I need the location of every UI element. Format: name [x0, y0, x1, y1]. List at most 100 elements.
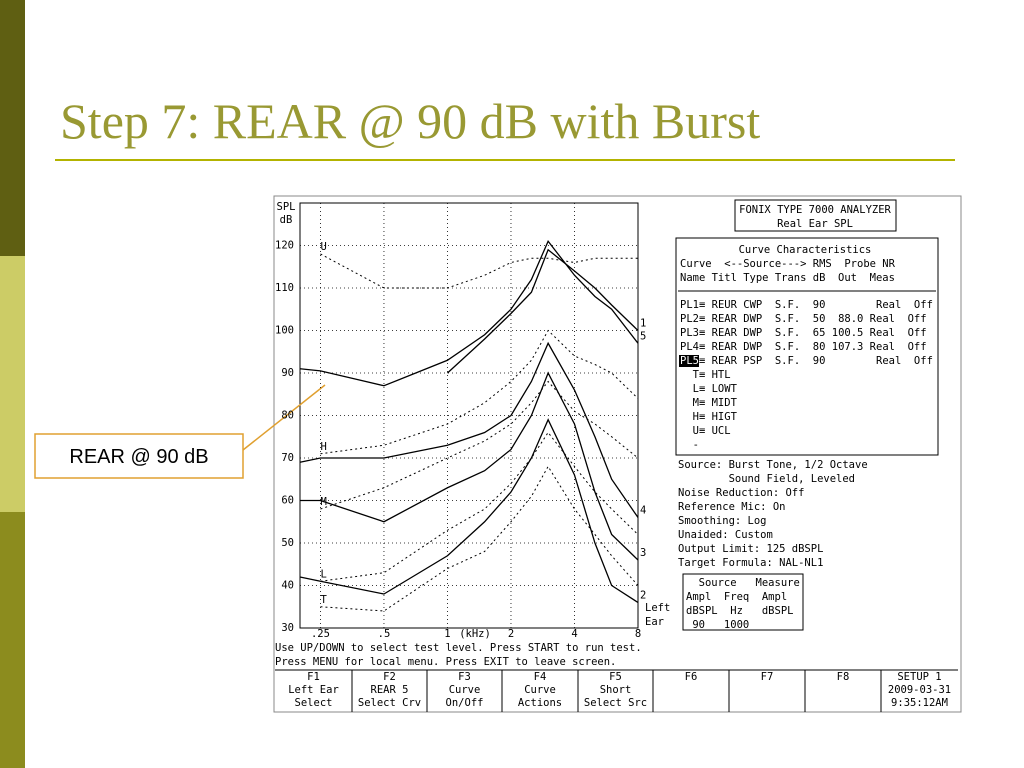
row-text: ≡ REUR CWP S.F. 90 Real Off — [699, 299, 933, 311]
info-line: Unaided: Custom — [678, 529, 773, 541]
fkey-label: Actions — [518, 697, 562, 709]
table-title: Curve Characteristics — [739, 244, 872, 256]
y-axis-label: SPL — [277, 201, 296, 213]
curve-label: 1 — [640, 318, 646, 330]
x-tick-label: 4 — [571, 628, 577, 640]
curve-label: M — [320, 496, 326, 508]
side-bar — [0, 512, 25, 768]
curve — [320, 431, 639, 582]
info-line: Target Formula: NAL-NL1 — [678, 557, 823, 569]
fkey-label: Curve — [524, 684, 556, 696]
curve — [300, 371, 639, 561]
source-line: dBSPL Hz dBSPL — [686, 605, 793, 617]
fkey-label: Select — [295, 697, 333, 709]
side-label: Ear — [645, 616, 664, 628]
y-tick-label: 70 — [281, 452, 294, 464]
fkey-label: F4 — [534, 671, 547, 683]
y-tick-label: 110 — [275, 282, 294, 294]
x-tick-label: 2 — [508, 628, 514, 640]
status-line: Use UP/DOWN to select test level. Press … — [275, 642, 642, 654]
selection — [679, 355, 699, 367]
callout-arrow — [242, 384, 326, 451]
row-name: PL2 — [680, 313, 699, 325]
curve-label: H — [320, 441, 326, 453]
x-axis-label: (kHz) — [459, 628, 491, 640]
fkey-label: Curve — [449, 684, 481, 696]
y-tick-label: 80 — [281, 410, 294, 422]
header-box — [734, 199, 897, 232]
curve-label: U — [320, 241, 326, 253]
legend-row: U≡ UCL — [680, 425, 731, 437]
source-box — [682, 573, 804, 631]
y-tick-label: 120 — [275, 240, 294, 252]
callout-text: REAR @ 90 dB — [69, 446, 208, 468]
y-tick-label: 50 — [281, 537, 294, 549]
curve — [299, 239, 639, 387]
fkey-label: F1 — [307, 671, 320, 683]
source-line: 90 1000 — [686, 619, 749, 631]
y-axis-label: dB — [280, 214, 293, 226]
y-tick-label: 60 — [281, 495, 294, 507]
fkey-label: Select Src — [584, 697, 647, 709]
fkey-label: 9:35:12AM — [891, 697, 948, 709]
x-tick-label: .5 — [378, 628, 391, 640]
slide-title: Step 7: REAR @ 90 dB with Burst — [60, 93, 760, 149]
row-name: PL4 — [680, 341, 699, 353]
table-head: Name Titl Type Trans dB Out Meas — [680, 272, 895, 284]
curve — [447, 248, 639, 374]
row-text: ≡ REAR PSP S.F. 90 Real Off — [699, 355, 933, 367]
source-line: Ampl Freq Ampl — [686, 591, 787, 603]
fkey-label: REAR 5 — [371, 684, 409, 696]
info-line: Source: Burst Tone, 1/2 Octave — [678, 459, 868, 471]
info-line: Noise Reduction: Off — [678, 487, 804, 499]
callout-box — [34, 433, 244, 479]
fkey-label: Short — [600, 684, 632, 696]
curve-label: 5 — [640, 330, 646, 342]
info-line: Smoothing: Log — [678, 515, 767, 527]
info-line: Output Limit: 125 dBSPL — [678, 543, 823, 555]
table-box — [675, 237, 939, 456]
legend-row: M≡ MIDT — [680, 397, 738, 409]
side-bar — [0, 256, 25, 512]
y-tick-label: 40 — [281, 580, 294, 592]
curve-label: L — [320, 568, 326, 580]
status-line: Press MENU for local menu. Press EXIT to… — [275, 656, 616, 668]
curve-label: 3 — [640, 547, 646, 559]
row-name: PL3 — [680, 327, 699, 339]
table-head: Curve <--Source---> RMS Probe NR — [680, 258, 896, 270]
x-tick-label: 8 — [635, 628, 641, 640]
fkey-label: F6 — [685, 671, 698, 683]
fkey-label: F3 — [458, 671, 471, 683]
fkey-label: Left Ear — [288, 684, 339, 696]
legend-row: L≡ LOWT — [680, 383, 738, 395]
x-tick-label: .25 — [311, 628, 330, 640]
screenshot — [273, 195, 962, 713]
curve — [299, 341, 639, 518]
fkey-label: 2009-03-31 — [888, 684, 951, 696]
curve-label: T — [320, 594, 327, 606]
row-name: PL5 — [680, 355, 699, 367]
fkey-label: F8 — [837, 671, 850, 683]
fkey-label: F2 — [383, 671, 396, 683]
y-tick-label: 30 — [281, 622, 294, 634]
legend-row: H≡ HIGT — [680, 411, 738, 423]
row-text: ≡ REAR DWP S.F. 50 88.0 Real Off — [699, 313, 927, 325]
row-text: ≡ REAR DWP S.F. 80 107.3 Real Off — [699, 341, 927, 353]
fkey-label: Select Crv — [358, 697, 421, 709]
row-text: ≡ REAR DWP S.F. 65 100.5 Real Off — [699, 327, 927, 339]
fkey-label: On/Off — [446, 697, 484, 709]
y-tick-label: 90 — [281, 367, 294, 379]
x-tick-label: 1 — [444, 628, 450, 640]
y-tick-label: 100 — [275, 325, 294, 337]
fkey-label: F5 — [609, 671, 622, 683]
info-line: Reference Mic: On — [678, 501, 785, 513]
curve — [320, 380, 639, 510]
side-label: Left — [645, 602, 670, 614]
legend-row: - — [680, 439, 699, 451]
info-line: Sound Field, Leveled — [678, 473, 855, 485]
fkey-label: F7 — [761, 671, 774, 683]
header-text: Real Ear SPL — [777, 218, 853, 230]
header-text: FONIX TYPE 7000 ANALYZER — [739, 204, 891, 216]
curve-label: 4 — [640, 505, 646, 517]
